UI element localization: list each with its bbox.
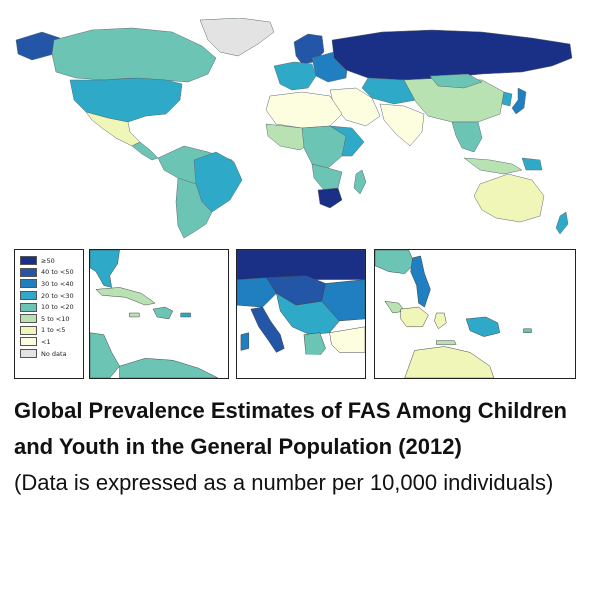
region-turkey — [329, 326, 365, 353]
legend-item: 20 to <30 — [20, 290, 83, 302]
legend-swatch — [20, 302, 37, 312]
region-south-america-south — [175, 177, 213, 239]
region-sulawesi — [434, 312, 447, 330]
legend-item: 5 to <10 — [20, 313, 83, 325]
legend-item: 40 to <50 — [20, 267, 83, 279]
region-southeast-asia — [451, 121, 483, 153]
legend-label: 30 to <40 — [41, 279, 74, 288]
inset-caribbean-map — [90, 250, 219, 378]
legend-label: 20 to <30 — [41, 291, 74, 300]
legend-swatch — [20, 267, 37, 277]
region-japan — [511, 87, 527, 115]
region-europe-west — [237, 277, 277, 308]
legend-label: <1 — [41, 337, 51, 346]
region-indochina — [375, 250, 415, 274]
inset-caribbean — [89, 249, 229, 379]
region-timor — [436, 340, 457, 345]
region-borneo — [400, 306, 429, 328]
region-hispaniola — [152, 306, 174, 320]
legend-item: 10 to <20 — [20, 301, 83, 313]
legend-item: 1 to <5 — [20, 325, 83, 337]
region-europe-east — [321, 279, 365, 322]
legend-swatch — [20, 256, 37, 266]
region-europe-central — [266, 275, 326, 306]
region-greece — [303, 332, 326, 361]
region-central-africa — [301, 125, 347, 169]
legend-label: No data — [41, 349, 67, 358]
legend-swatch — [20, 279, 37, 289]
inset-europe — [236, 249, 366, 379]
region-central-america — [131, 141, 159, 161]
region-madagascar — [353, 169, 367, 195]
region-italy — [250, 306, 285, 353]
region-papua — [521, 157, 543, 171]
region-australia-north — [404, 346, 495, 378]
region-indonesia — [463, 157, 523, 175]
legend-swatch — [20, 337, 37, 347]
region-jamaica — [129, 312, 140, 318]
legend-label: 1 to <5 — [41, 326, 66, 335]
legend-label: ≥50 — [41, 256, 55, 265]
region-australia — [473, 173, 545, 223]
region-canada — [51, 27, 217, 83]
legend-item: ≥50 — [20, 255, 83, 267]
region-new-zealand — [555, 211, 569, 235]
region-south-africa — [317, 187, 343, 209]
inset-europe-map — [237, 250, 365, 378]
region-russia — [331, 29, 573, 81]
legend-swatch — [20, 291, 37, 301]
region-north-africa — [265, 91, 343, 129]
world-map-svg — [15, 17, 573, 239]
figure-caption: Global Prevalence Estimates of FAS Among… — [14, 393, 584, 500]
legend-label: 10 to <20 — [41, 303, 74, 312]
region-new-guinea — [465, 316, 501, 337]
inset-southeast-asia-map — [375, 250, 532, 378]
region-western-europe — [273, 61, 317, 91]
region-cuba — [95, 287, 156, 306]
legend-swatch — [20, 314, 37, 324]
region-usa — [69, 77, 183, 123]
legend-swatch — [20, 349, 37, 359]
inset-southeast-asia — [374, 249, 576, 379]
legend-panel: ≥50 40 to <50 30 to <40 20 to <30 10 to <20 5… — [14, 249, 84, 379]
region-philippines — [410, 255, 431, 308]
region-south-asia — [379, 103, 425, 147]
legend-label: 40 to <50 — [41, 268, 74, 277]
legend-item: No data — [20, 348, 83, 360]
region-pacific-islands — [523, 328, 532, 333]
region-venezuela-colombia — [119, 358, 219, 378]
legend-label: 5 to <10 — [41, 314, 70, 323]
region-florida — [90, 250, 120, 288]
region-sea-water — [237, 352, 365, 378]
figure-title: Global Prevalence Estimates of FAS Among… — [14, 398, 567, 459]
region-southern-africa-mid — [311, 163, 343, 191]
region-korea — [501, 91, 513, 107]
legend-swatch — [20, 325, 37, 335]
region-east-africa — [329, 125, 365, 157]
region-puerto-rico — [180, 312, 191, 318]
legend-item: <1 — [20, 336, 83, 348]
region-mongolia — [429, 73, 483, 89]
figure-subtitle: (Data is expressed as a number per 10,00… — [14, 470, 554, 495]
region-greenland — [199, 17, 275, 57]
world-choropleth-map — [12, 17, 577, 240]
region-europe-north — [237, 250, 365, 280]
legend-item: 30 to <40 — [20, 278, 83, 290]
region-central-america-inset — [90, 332, 120, 378]
region-sardinia — [240, 332, 250, 351]
